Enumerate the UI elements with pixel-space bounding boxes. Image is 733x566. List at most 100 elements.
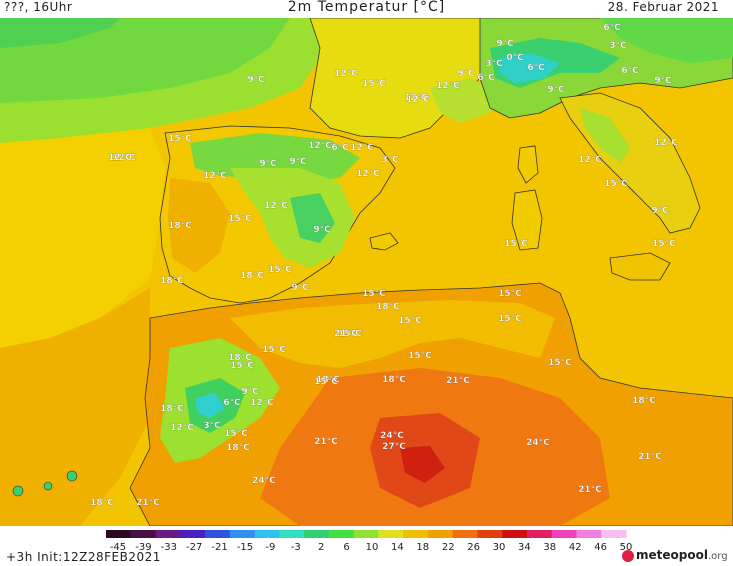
temperature-label: 9°C bbox=[247, 75, 265, 85]
legend-color-swatch bbox=[427, 530, 454, 538]
legend-color-swatch bbox=[403, 530, 429, 538]
temperature-label: 12°C bbox=[308, 141, 332, 151]
forecast-date: 28. Februar 2021 bbox=[607, 0, 719, 14]
legend-tick-label: -39 bbox=[135, 542, 151, 553]
temperature-label: 15°C bbox=[498, 289, 522, 299]
temperature-label: 12°C bbox=[108, 153, 132, 163]
temperature-label: 18°C bbox=[160, 276, 184, 286]
legend-tick-label: 42 bbox=[569, 542, 582, 553]
temperature-label: 27°C bbox=[382, 442, 406, 452]
temperature-label: 21°C bbox=[638, 452, 662, 462]
temperature-label: 15°C bbox=[262, 345, 286, 355]
temperature-label: 15°C bbox=[604, 179, 628, 189]
temperature-label: 18°C bbox=[376, 302, 400, 312]
legend-ticks: -45 -39 -33 -27 -21 -15 -9 -3 2 6 10 14 18 22 26 30 34 38… bbox=[110, 542, 633, 553]
atlantic-coldest-zone bbox=[0, 18, 120, 48]
temperature-label: 18°C bbox=[316, 375, 340, 385]
temperature-label: 15°C bbox=[652, 239, 676, 249]
legend-color-swatch bbox=[106, 530, 132, 538]
temperature-label: 18°C bbox=[240, 271, 264, 281]
temperature-label: 21°C bbox=[314, 437, 338, 447]
temperature-label: 18°C bbox=[382, 375, 406, 385]
model-init-time: +3h Init:12Z28FEB2021 bbox=[6, 550, 161, 564]
temperature-label: 12°C bbox=[578, 155, 602, 165]
legend-color-swatch bbox=[378, 530, 404, 538]
temperature-label: 15°C bbox=[408, 351, 432, 361]
legend-color-swatch bbox=[155, 530, 181, 538]
portugal-warm-zone bbox=[168, 178, 230, 273]
temperature-label: 6°C bbox=[621, 66, 639, 76]
temperature-label: 18°C bbox=[160, 404, 184, 414]
legend-tick-label: 26 bbox=[467, 542, 480, 553]
legend-color-swatch bbox=[526, 530, 553, 538]
temperature-label: 12°C bbox=[436, 81, 460, 91]
south-atlantic-zone bbox=[0, 288, 150, 526]
meseta-cool-zone bbox=[230, 168, 355, 268]
temperature-label: 15°C bbox=[268, 265, 292, 275]
legend-tick-label: -33 bbox=[161, 542, 177, 553]
sardinia-island bbox=[511, 189, 543, 251]
legend-color-swatch bbox=[205, 530, 231, 538]
temperature-label: 6°C bbox=[331, 143, 349, 153]
legend-color-swatch bbox=[576, 530, 602, 538]
legend-tick-label: -45 bbox=[110, 542, 126, 553]
legend-color-swatch bbox=[452, 530, 478, 538]
temperature-label: 3°C bbox=[381, 155, 399, 165]
legend-tick-label: 30 bbox=[493, 542, 506, 553]
temperature-label: 9°C bbox=[547, 85, 565, 95]
temperature-label: 12°C bbox=[264, 201, 288, 211]
temperature-label: 15°C bbox=[498, 314, 522, 324]
legend-color-swatch bbox=[279, 530, 305, 538]
temperature-label: 6°C bbox=[527, 63, 545, 73]
temperature-label: 12°C bbox=[654, 138, 678, 148]
temperature-label: 15°C bbox=[362, 289, 386, 299]
legend-tick-label: -3 bbox=[291, 542, 301, 553]
legend-color-swatch bbox=[551, 530, 577, 538]
temperature-label: 15°C bbox=[504, 239, 528, 249]
sahara-peak-zone bbox=[400, 446, 445, 483]
temperature-label: 15°C bbox=[398, 316, 422, 326]
temperature-label: 21°C bbox=[334, 329, 358, 339]
legend-color-swatch bbox=[229, 530, 256, 538]
temperature-label: 9°C bbox=[291, 283, 309, 293]
corsica-island bbox=[517, 145, 539, 184]
temperature-label: 9°C bbox=[654, 76, 672, 86]
temperature-label: 9°C bbox=[289, 157, 307, 167]
brand-part-2: pool bbox=[678, 548, 708, 562]
temperature-label: 9°C bbox=[457, 69, 475, 79]
temperature-map: 9°C 6°C 3°C 0°C 3°C 6°C 12°C 15°C 12°C 12°C 9°C 6°C… bbox=[0, 18, 733, 526]
temperature-label: 15°C bbox=[314, 377, 338, 387]
sicily-island bbox=[609, 252, 671, 281]
legend-tick-label: -9 bbox=[265, 542, 275, 553]
temperature-label: 9°C bbox=[496, 39, 514, 49]
atlas-coldest-zone bbox=[195, 393, 225, 418]
temperature-label: 15°C bbox=[548, 358, 572, 368]
temperature-label: 12°C bbox=[203, 171, 227, 181]
temperature-label: 12°C bbox=[356, 169, 380, 179]
map-title: 2m Temperatur [°C] bbox=[287, 0, 446, 15]
legend-tick-label: 6 bbox=[343, 542, 349, 553]
temperature-label: 18°C bbox=[632, 396, 656, 406]
temperature-label: 15°C bbox=[362, 79, 386, 89]
temperature-label: 12°C bbox=[350, 143, 374, 153]
temperature-label: 3°C bbox=[203, 421, 221, 431]
alps-coldest-zone bbox=[500, 53, 560, 83]
temperature-label: 3°C bbox=[609, 41, 627, 51]
temperature-label: 15°C bbox=[224, 429, 248, 439]
temperature-label: 18°C bbox=[228, 353, 252, 363]
legend-tick-label: 18 bbox=[416, 542, 429, 553]
meteopool-brand[interactable]: meteopool.org bbox=[636, 548, 728, 562]
temperature-label: 6°C bbox=[603, 23, 621, 33]
brand-part-1: meteo bbox=[636, 548, 679, 562]
temperature-label: 12°C bbox=[112, 153, 136, 163]
legend-color-swatch bbox=[254, 530, 280, 538]
temperature-label: 12°C bbox=[250, 398, 274, 408]
temperature-label: 24°C bbox=[252, 476, 276, 486]
temperature-label: 15°C bbox=[228, 214, 252, 224]
temperature-label: 6°C bbox=[477, 73, 495, 83]
legend-tick-label: 38 bbox=[543, 542, 556, 553]
temperature-label: 0°C bbox=[506, 53, 524, 63]
canary-island-3 bbox=[66, 470, 78, 482]
tell-atlas-zone bbox=[230, 300, 555, 368]
temperature-label: 6°C bbox=[223, 398, 241, 408]
